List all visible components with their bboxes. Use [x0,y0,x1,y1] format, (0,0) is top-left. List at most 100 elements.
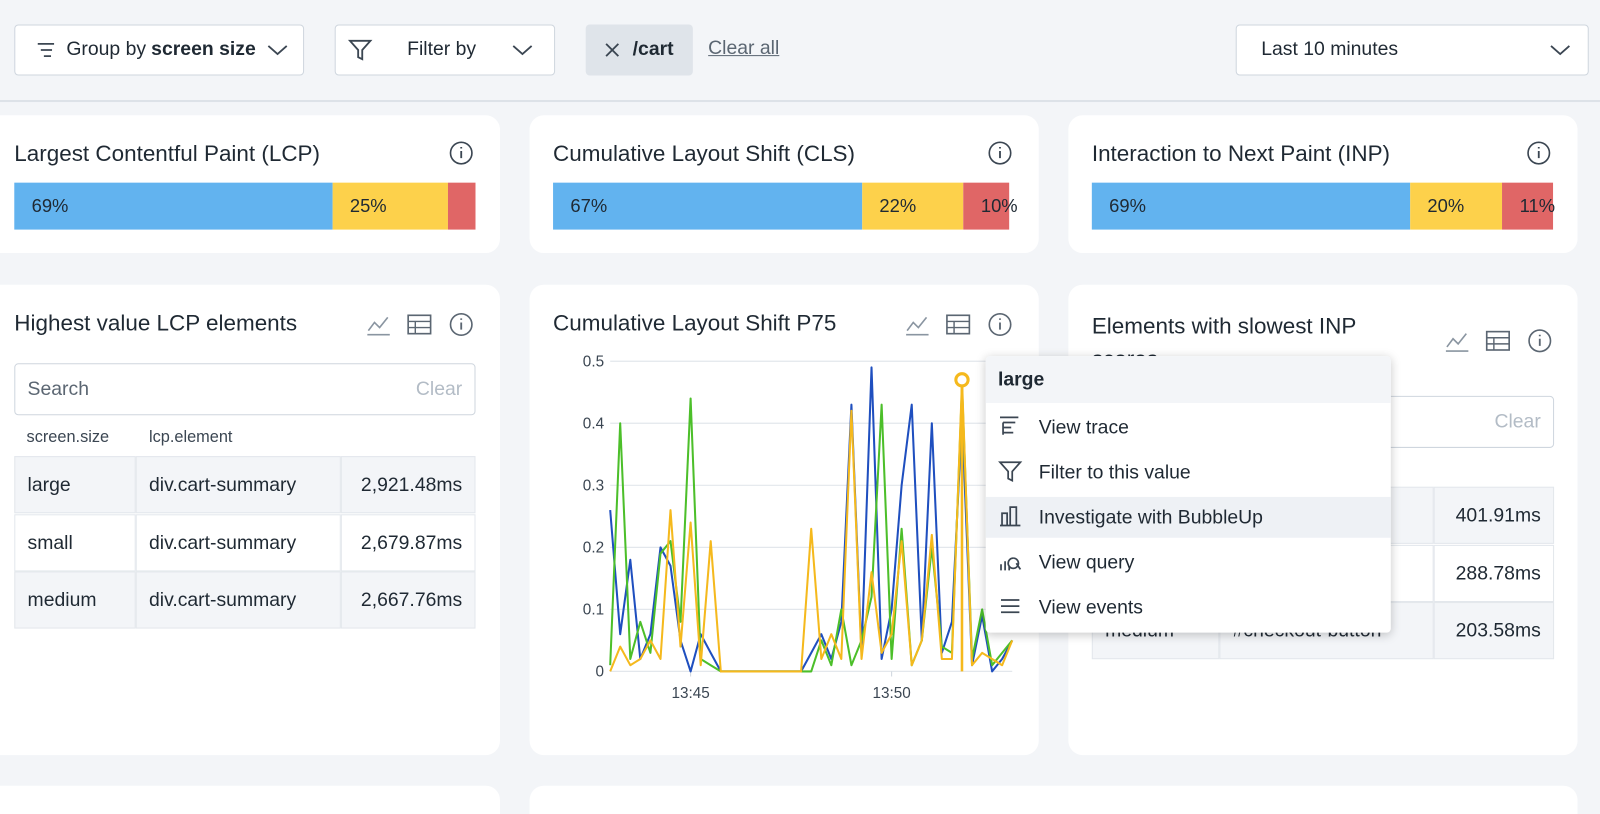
menu-icon [999,416,1019,435]
segment-label: 11% [1519,195,1556,217]
menu-item[interactable]: View events [986,587,1391,628]
info-icon[interactable] [1527,141,1551,165]
filter-label: Filter by [407,38,477,61]
segment-label: 69% [1109,195,1146,217]
chevron [1550,45,1570,56]
column-header: screen.size [26,428,110,446]
bar-segment: 10% [963,182,1018,230]
menu-item-label: View query [1038,552,1135,574]
x-tick-label: 13:50 [872,685,910,702]
menu-icon [998,461,1023,483]
menu-item-label: Filter to this value [1038,462,1191,484]
time-range-select[interactable]: Last 10 minutes [1235,24,1589,76]
y-tick-label: 0.3 [583,477,604,494]
menu-item-label: View events [1038,596,1143,619]
menu-icon [999,506,1021,527]
panel-title: Highest value LCP elements [14,310,298,336]
info-icon[interactable] [449,141,473,165]
y-tick-label: 0.4 [583,415,605,432]
segment-label: 25% [349,195,387,217]
filter-chip[interactable]: /cart [585,24,693,76]
card-title: Interaction to Next Paint (INP) [1091,140,1391,167]
menu-item[interactable]: View trace [986,407,1391,448]
table-cell: 401.91ms [1433,486,1555,544]
card-title: Largest Contentful Paint (LCP) [14,140,321,167]
menu-icon [1000,557,1022,571]
group-icon [37,42,55,58]
card [529,785,1578,814]
segment-label: 20% [1427,195,1465,217]
clear-all-link[interactable]: Clear all [708,37,780,60]
segment-label: 22% [879,195,917,217]
bar-segment [447,182,476,230]
table-cell: div.cart-summary [135,571,341,629]
toolbar-divider [0,99,1600,102]
chevron [512,45,532,56]
y-tick-label: 0 [596,664,605,681]
stacked-bar: 69% 25% [14,182,476,230]
series-line [609,366,1014,673]
menu-item[interactable]: Investigate with BubbleUp [985,496,1391,538]
search-box[interactable]: Search Clear [14,363,476,416]
table-cell: 2,667.76ms [340,571,476,629]
menu-header [985,356,1391,404]
cls-chart-card [529,284,1039,756]
table-cell: 203.58ms [1433,602,1555,660]
chart-title: Cumulative Layout Shift P75 [553,310,837,336]
menu-title: large [997,369,1045,391]
time-range-label: Last 10 minutes [1261,38,1399,61]
table-cell: 288.78ms [1433,544,1555,602]
group-by-button[interactable]: Group by screen size [14,24,305,76]
table-cell: medium [14,571,136,629]
table-cell: div.cart-summary [135,513,341,571]
table-cell: div.cart-summary [135,456,341,514]
menu-item-label: Investigate with BubbleUp [1038,507,1263,529]
bar-segment: 11% [1502,182,1556,230]
segment-label: 67% [570,195,608,217]
card [0,785,500,814]
menu-icon [1001,599,1020,614]
bar-segment: 22% [862,182,964,230]
series-line [609,378,1014,673]
context-menu: large View trace Filter to this value Inve… [985,356,1391,633]
bar-segment: 67% [553,182,863,230]
column-header: lcp.element [148,428,233,446]
filter-icon [347,39,373,61]
menu-item[interactable]: View query [986,542,1391,583]
menu-item-label: View trace [1038,417,1129,439]
panel-actions[interactable] [904,312,1016,339]
clear-button[interactable]: Clear [415,378,463,400]
bar-segment: 69% [1091,182,1411,230]
panel-actions[interactable] [1444,329,1556,356]
remove-icon [605,43,620,57]
y-tick-label: 0.5 [583,353,604,370]
menu-item[interactable]: Filter to this value [986,452,1391,493]
table-cell: large [14,456,136,514]
x-tick-label: 13:45 [671,685,709,702]
info-icon[interactable] [988,141,1012,165]
group-by-label: Group by [66,38,147,61]
bar-segment: 25% [332,182,448,230]
highlighted-point [954,372,970,388]
filter-button[interactable]: Filter by [334,24,556,76]
bar-segment: 20% [1410,182,1503,230]
bar-segment: 69% [14,182,333,230]
chevron [267,45,287,56]
panel-actions[interactable] [365,312,477,339]
table-cell: 2,679.87ms [340,513,476,571]
segment-label: 10% [980,195,1018,217]
card-title: Cumulative Layout Shift (CLS) [553,140,855,167]
y-tick-label: 0.1 [583,601,604,618]
clear-button[interactable]: Clear [1494,411,1541,433]
chart: 0 0.1 0.2 0.3 0.4 0.5 13:45 13:50 [583,353,1014,702]
group-by-value: screen size [151,38,256,61]
stacked-bar: 69% 20% 11% [1091,182,1556,230]
search-placeholder: Search [27,378,89,400]
segment-label: 69% [31,195,69,217]
table-cell: 2,921.48ms [340,456,476,514]
table-cell: small [14,513,136,571]
y-tick-label: 0.2 [583,539,604,556]
stacked-bar: 67% 22% 10% [553,182,1018,230]
